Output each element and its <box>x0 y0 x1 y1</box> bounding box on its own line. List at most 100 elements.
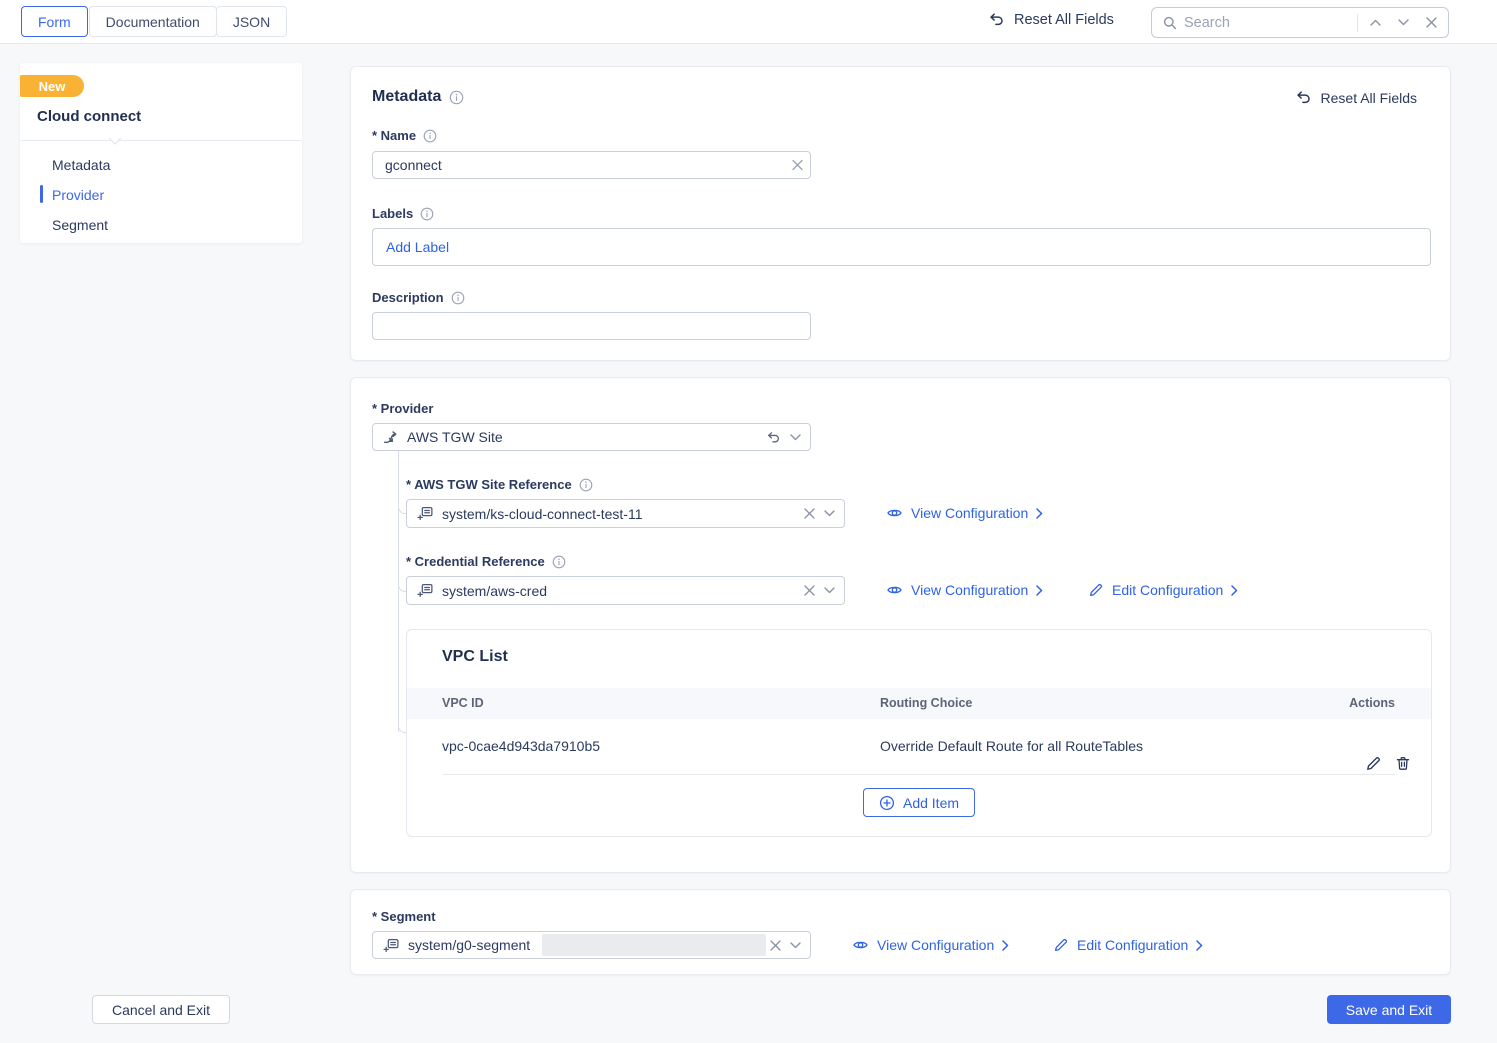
chevron-right-icon <box>1196 939 1203 951</box>
reset-all-fields-card-button[interactable]: Reset All Fields <box>1295 89 1417 106</box>
close-icon <box>1425 17 1437 28</box>
tree-branch <box>398 580 407 592</box>
tab-documentation[interactable]: Documentation <box>88 6 217 37</box>
table-row: vpc-0cae4d943da7910b5 Override Default R… <box>407 719 1431 774</box>
info-icon <box>423 129 437 143</box>
sidebar-item-metadata[interactable]: Metadata <box>52 155 110 175</box>
row-divider <box>442 774 1395 775</box>
labels-box: Add Label <box>372 228 1431 266</box>
sidebar-item-segment[interactable]: Segment <box>52 215 108 235</box>
chevron-down-icon[interactable] <box>824 510 835 517</box>
edit-configuration-label: Edit Configuration <box>1112 582 1224 598</box>
pencil-icon <box>1088 582 1104 598</box>
add-label-button[interactable]: Add Label <box>386 239 450 255</box>
add-item-button[interactable]: Add Item <box>862 788 976 817</box>
tab-json[interactable]: JSON <box>215 6 288 37</box>
provider-select-controls <box>766 430 801 445</box>
view-tabs: Form Documentation JSON <box>21 6 288 37</box>
credential-reference-label-text: * Credential Reference <box>406 554 545 569</box>
loading-shimmer <box>542 934 766 956</box>
clear-x-icon[interactable] <box>770 939 781 951</box>
clear-x-icon[interactable] <box>804 585 815 596</box>
tgw-reference-label-text: * AWS TGW Site Reference <box>406 477 572 492</box>
description-input[interactable] <box>372 312 811 340</box>
tree-branch <box>398 502 407 514</box>
credential-reference-value: system/aws-cred <box>442 582 548 599</box>
active-item-bar <box>40 185 43 203</box>
undo-icon[interactable] <box>766 430 781 445</box>
segment-view-configuration-link[interactable]: View Configuration <box>852 937 1009 953</box>
search-input[interactable] <box>1184 14 1351 31</box>
info-icon <box>552 555 566 569</box>
search-next-button[interactable] <box>1392 12 1414 34</box>
credential-reference-select[interactable]: system/aws-cred <box>406 576 845 605</box>
credential-reference-label: * Credential Reference <box>406 554 566 569</box>
sidebar-item-provider[interactable]: Provider <box>52 185 104 205</box>
segment-select[interactable]: system/g0-segment <box>372 931 811 959</box>
save-and-exit-button[interactable]: Save and Exit <box>1327 995 1451 1024</box>
chevron-down-icon[interactable] <box>790 941 801 949</box>
credential-edit-configuration-link[interactable]: Edit Configuration <box>1088 582 1238 598</box>
new-badge: New <box>20 75 84 97</box>
route-split-icon <box>383 430 399 445</box>
trash-icon <box>1395 755 1411 772</box>
routing-choice-cell: Override Default Route for all RouteTabl… <box>880 738 1144 754</box>
search-divider <box>1357 13 1358 32</box>
vpc-id-column-header: VPC ID <box>442 696 484 710</box>
collapse-chevron-icon <box>108 137 122 145</box>
form-reference-icon <box>417 506 434 521</box>
search-prev-button[interactable] <box>1364 12 1386 34</box>
chevron-down-icon <box>1397 19 1409 26</box>
chevron-right-icon <box>1231 584 1238 596</box>
chevron-right-icon <box>1036 507 1043 519</box>
info-icon <box>449 90 464 105</box>
eye-icon <box>886 582 903 598</box>
reset-all-fields-label: Reset All Fields <box>1320 89 1417 106</box>
search-close-button[interactable] <box>1420 12 1442 34</box>
name-label: * Name <box>372 128 437 143</box>
sidebar-divider <box>20 140 302 141</box>
reset-all-fields-button[interactable]: Reset All Fields <box>988 11 1114 28</box>
segment-edit-configuration-link[interactable]: Edit Configuration <box>1053 937 1203 953</box>
actions-column-header: Actions <box>1349 696 1395 710</box>
vpc-id-cell: vpc-0cae4d943da7910b5 <box>442 738 601 754</box>
plus-circle-icon <box>879 795 895 811</box>
clear-x-icon[interactable] <box>804 508 815 519</box>
description-label-text: Description <box>372 290 444 305</box>
routing-choice-column-header: Routing Choice <box>880 696 973 710</box>
tgw-reference-label: * AWS TGW Site Reference <box>406 477 593 492</box>
credential-reference-controls <box>804 585 835 596</box>
search-box <box>1151 7 1449 38</box>
add-item-label: Add Item <box>902 794 960 811</box>
segment-section-card: * Segment system/g0-segment View Configu… <box>350 889 1451 975</box>
tab-form[interactable]: Form <box>21 6 88 37</box>
tgw-reference-select[interactable]: system/ks-cloud-connect-test-11 <box>406 499 845 528</box>
segment-label: * Segment <box>372 909 436 924</box>
metadata-section-card: Metadata Reset All Fields * Name Labels … <box>350 66 1451 361</box>
chevron-down-icon[interactable] <box>790 433 801 441</box>
credential-view-configuration-link[interactable]: View Configuration <box>886 582 1043 598</box>
provider-label-text: * Provider <box>372 401 434 416</box>
eye-icon <box>852 937 869 953</box>
eye-icon <box>886 505 903 521</box>
provider-select[interactable]: AWS TGW Site <box>372 423 811 451</box>
segment-label-text: * Segment <box>372 909 436 924</box>
name-clear-button[interactable] <box>792 159 803 171</box>
chevron-down-icon[interactable] <box>824 587 835 594</box>
labels-label: Labels <box>372 206 434 221</box>
vpc-list-panel: VPC List VPC ID Routing Choice Actions v… <box>406 629 1432 837</box>
edit-configuration-label: Edit Configuration <box>1077 937 1189 953</box>
undo-icon <box>988 11 1005 28</box>
tgw-view-configuration-link[interactable]: View Configuration <box>886 505 1043 521</box>
view-configuration-label: View Configuration <box>877 937 995 953</box>
chevron-right-icon <box>1036 584 1043 596</box>
vpc-list-title: VPC List <box>442 648 508 665</box>
name-input[interactable] <box>372 151 811 179</box>
labels-label-text: Labels <box>372 206 414 221</box>
provider-label: * Provider <box>372 401 433 416</box>
cancel-and-exit-button[interactable]: Cancel and Exit <box>92 995 230 1024</box>
pencil-icon <box>1053 937 1069 953</box>
chevron-up-icon <box>1369 19 1381 26</box>
form-reference-icon <box>383 938 400 953</box>
